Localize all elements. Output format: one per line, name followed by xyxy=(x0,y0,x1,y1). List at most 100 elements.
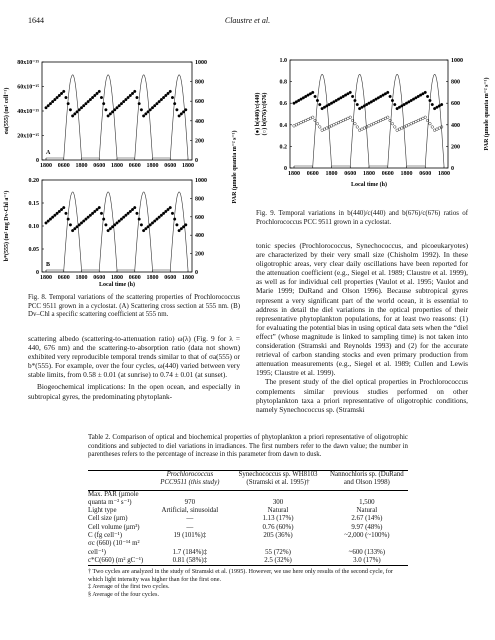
data-symbol xyxy=(126,96,130,100)
data-symbol xyxy=(390,99,394,103)
y-axis-label: σa(555) (m² cell⁻¹) xyxy=(3,88,10,135)
data-symbol xyxy=(162,96,166,100)
figure-9: 0 0.2 0.4 0.6 0.8 1.0 0 200 400 600 800 1000 1800 060… xyxy=(254,58,490,188)
x-axis-label: Local time (h) xyxy=(99,281,135,288)
data-symbol xyxy=(428,122,432,126)
data-symbol xyxy=(86,100,90,104)
data-symbol xyxy=(423,115,427,119)
legend-entry: (○) b(676)/c(676) xyxy=(261,93,268,136)
data-symbol xyxy=(184,108,188,112)
data-symbol xyxy=(182,110,186,114)
table-cell: 0.81 (58%)‡ xyxy=(172,556,208,564)
x-tick-label: 1800 xyxy=(326,171,338,177)
light-curve xyxy=(46,74,189,159)
x-tick-label: 1800 xyxy=(363,171,375,177)
y-tick-label: 1.0 xyxy=(280,58,288,64)
data-symbol xyxy=(348,115,352,119)
data-symbol xyxy=(365,103,369,107)
x-tick-label: 0600 xyxy=(58,163,70,169)
data-symbol xyxy=(362,126,366,130)
y-tick-label: 0.05 xyxy=(29,247,40,253)
table-cell: c*C(660) (m² gC⁻¹) xyxy=(88,556,144,564)
x-tick-label: 0600 xyxy=(58,275,70,281)
data-symbol xyxy=(430,103,434,107)
data-symbol xyxy=(423,90,427,94)
data-symbol xyxy=(339,120,343,124)
data-symbol xyxy=(327,125,331,129)
table: Prochlorococcus PCC9511 (this study) Syn… xyxy=(88,470,408,567)
data-symbol xyxy=(341,118,345,122)
y-tick-label: 1000 xyxy=(195,178,207,184)
data-symbol xyxy=(325,104,329,108)
data-symbol xyxy=(329,124,333,128)
y-tick-label: 80x10⁻¹⁵ xyxy=(17,60,39,66)
data-symbol xyxy=(393,125,397,129)
data-symbol xyxy=(137,102,141,106)
data-symbol xyxy=(301,96,305,100)
data-symbol xyxy=(426,94,430,98)
data-symbol xyxy=(88,213,92,217)
y-tick-label: 0 xyxy=(195,158,198,164)
data-symbol xyxy=(166,208,170,212)
data-symbol xyxy=(409,99,413,103)
data-symbol xyxy=(79,221,83,225)
data-symbol xyxy=(159,98,163,102)
y-tick-label: 400 xyxy=(195,233,204,239)
data-symbol xyxy=(115,221,119,225)
data-symbol xyxy=(108,112,112,116)
data-symbol xyxy=(62,89,66,93)
footnote: ‡ Average of the first two cycles. xyxy=(88,583,170,591)
table-cell: C (fg cell⁻¹) xyxy=(88,532,123,540)
figure-caption: Fig. 8. Temporal variations of the scatt… xyxy=(28,294,240,319)
data-symbol xyxy=(117,219,121,223)
table-cell: 0.76 (60%) xyxy=(262,523,294,531)
data-symbol xyxy=(113,223,117,227)
data-symbol xyxy=(177,229,181,233)
data-symbol xyxy=(95,91,99,95)
table-cell: Light type xyxy=(88,507,117,515)
y-tick-label: 40x10⁻¹⁵ xyxy=(17,109,39,115)
y-tick-label: 0 xyxy=(451,166,454,172)
data-symbol xyxy=(297,122,301,126)
data-symbol xyxy=(440,125,444,129)
data-symbol xyxy=(428,99,432,103)
data-symbol xyxy=(153,219,157,223)
data-symbol xyxy=(292,101,296,105)
data-symbol xyxy=(348,90,352,94)
x-tick-label: 1800 xyxy=(182,275,194,281)
data-symbol xyxy=(66,102,70,106)
data-symbol xyxy=(62,206,66,210)
table-cell: — xyxy=(186,523,194,531)
data-symbol xyxy=(407,123,411,127)
data-symbol xyxy=(166,91,170,95)
data-symbol xyxy=(91,211,95,215)
x-tick-label: 0600 xyxy=(419,171,431,177)
data-symbol xyxy=(64,211,68,215)
x-tick-label: 1800 xyxy=(76,275,88,281)
table-cell: Cell volume (µm³) xyxy=(88,523,140,531)
data-symbol xyxy=(397,105,401,109)
x-tick-label: 0600 xyxy=(164,275,176,281)
data-symbol xyxy=(372,99,376,103)
data-symbol xyxy=(404,101,408,105)
y2-axis-label: PAR (µmole quanta m⁻² s⁻¹) xyxy=(231,131,238,204)
data-symbol xyxy=(308,92,312,96)
figure-caption: Fig. 9. Temporal variations in b(440)/c(… xyxy=(256,210,468,226)
data-symbol xyxy=(179,227,183,231)
data-symbol xyxy=(311,90,315,94)
data-symbol xyxy=(379,118,383,122)
data-symbol xyxy=(435,127,439,131)
data-symbol xyxy=(372,122,376,126)
data-symbol xyxy=(104,108,108,112)
data-symbol xyxy=(124,213,128,217)
data-symbol xyxy=(119,102,123,106)
data-symbol xyxy=(430,125,434,129)
data-symbol xyxy=(344,93,348,97)
data-symbol xyxy=(60,91,64,95)
x-tick-label: 1800 xyxy=(147,275,159,281)
data-symbol xyxy=(142,229,146,233)
data-symbol xyxy=(440,103,444,107)
header-cell: Prochlorococcus PCC9511 (this study) xyxy=(160,471,220,487)
y-tick-label: 60x10⁻¹⁵ xyxy=(17,85,39,91)
